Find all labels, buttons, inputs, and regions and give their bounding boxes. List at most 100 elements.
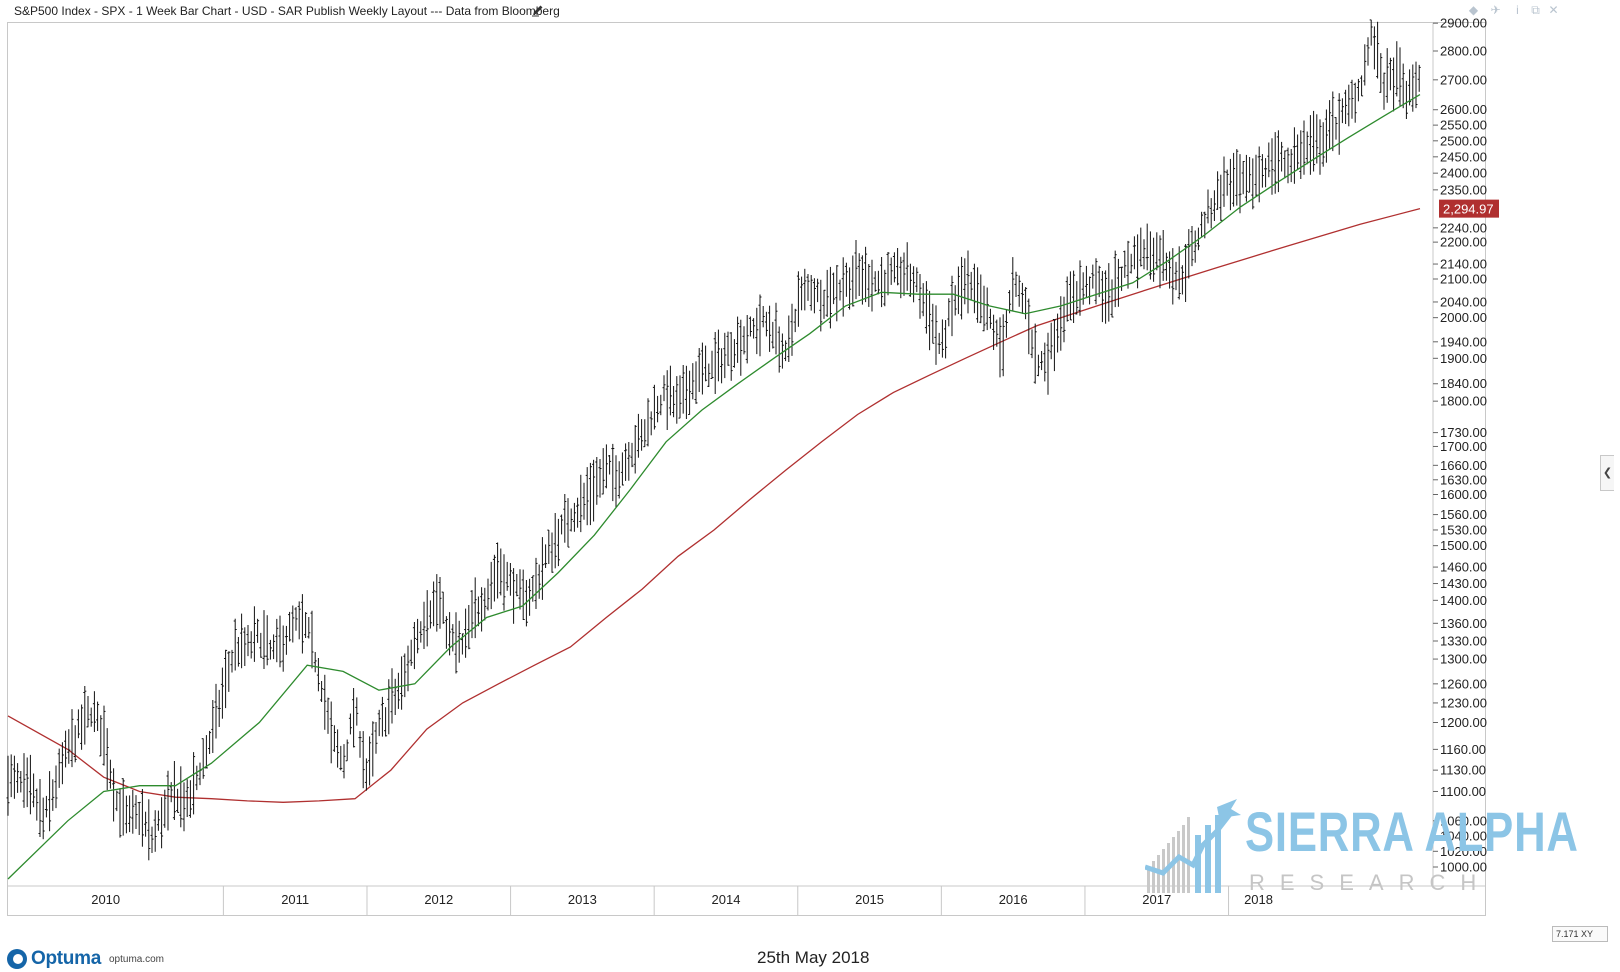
price-bar: [1376, 21, 1380, 79]
price-bar: [1299, 130, 1303, 179]
price-bar: [1401, 63, 1405, 109]
price-bar: [348, 713, 352, 735]
price-bar: [640, 419, 644, 451]
y-tick-label: 1400.00: [1440, 593, 1487, 608]
price-bar: [441, 591, 445, 624]
price-bar: [281, 625, 285, 672]
diamond-icon[interactable]: ◆: [1468, 3, 1479, 17]
price-bar: [678, 375, 682, 419]
price-bar: [1040, 351, 1044, 371]
price-bar: [243, 627, 247, 666]
price-bar: [240, 613, 244, 669]
price-bar: [12, 755, 16, 799]
y-tick-label: 1130.00: [1440, 763, 1486, 778]
collapse-panel-button[interactable]: ❮: [1600, 455, 1614, 491]
price-bar: [844, 262, 848, 297]
price-bar: [1222, 156, 1226, 207]
price-bar: [1312, 110, 1316, 172]
price-bar: [1187, 229, 1191, 279]
price-bar: [1392, 57, 1396, 112]
price-bar: [419, 621, 423, 643]
price-bar: [595, 457, 599, 505]
price-bar: [659, 394, 663, 416]
edit-pencil-icon[interactable]: [531, 3, 545, 17]
price-bar: [35, 788, 39, 821]
price-bar: [707, 363, 711, 387]
price-bar: [489, 561, 493, 610]
price-bar: [1052, 319, 1056, 372]
price-bar: [1145, 223, 1149, 271]
price-bar: [1100, 270, 1104, 323]
price-bar: [777, 326, 781, 373]
price-bar: [976, 267, 980, 323]
price-bar: [195, 765, 199, 791]
price-bar: [1414, 61, 1418, 109]
price-bar: [416, 618, 420, 654]
price-bar: [377, 709, 381, 737]
price-bar: [905, 242, 909, 291]
x-tick-label: 2013: [568, 892, 597, 907]
price-bar: [796, 271, 800, 327]
price-bar: [316, 658, 320, 692]
price-bar: [508, 563, 512, 596]
optuma-brand: Optuma: [31, 948, 101, 969]
price-bar: [1353, 82, 1357, 123]
price-bar: [950, 275, 954, 337]
price-bar: [806, 274, 810, 301]
restore-icon[interactable]: ⧉: [1531, 3, 1540, 17]
info-icon[interactable]: i: [1516, 3, 1519, 17]
price-bar: [713, 332, 717, 394]
optuma-logo[interactable]: Optuma optuma.com: [6, 947, 164, 971]
y-tick-label: 1360.00: [1440, 616, 1487, 631]
price-bar: [70, 709, 74, 768]
price-bar: [1008, 290, 1012, 314]
price-bar: [531, 575, 535, 602]
price-bar: [22, 753, 26, 808]
price-bar: [963, 258, 967, 305]
optuma-site: optuma.com: [108, 953, 165, 965]
price-bar: [1158, 235, 1162, 289]
price-bar: [864, 246, 868, 303]
plot-area[interactable]: [7, 22, 1486, 916]
y-tick-label: 1160.00: [1440, 742, 1486, 757]
price-bar: [1132, 236, 1136, 270]
price-bar: [566, 498, 570, 548]
price-bar: [76, 709, 80, 739]
price-bar: [6, 755, 10, 816]
price-bar: [1190, 226, 1194, 267]
y-tick-label: 1900.00: [1440, 351, 1487, 366]
y-tick-label: 1500.00: [1440, 538, 1487, 553]
price-bar: [1203, 211, 1207, 239]
price-bar: [547, 529, 551, 564]
price-bar: [1235, 149, 1239, 206]
price-bar: [147, 799, 151, 861]
price-bar: [387, 679, 391, 735]
x-tick-label: 2014: [712, 892, 741, 907]
x-tick-label: 2016: [999, 892, 1028, 907]
price-bar: [345, 739, 349, 762]
price-bar: [956, 266, 960, 315]
price-bar: [16, 763, 20, 793]
price-bar: [1408, 69, 1412, 106]
price-bar: [1328, 100, 1332, 150]
price-bar: [880, 257, 884, 308]
xy-readout[interactable]: 7.171 XY: [1552, 926, 1608, 942]
price-bar: [812, 278, 816, 314]
price-bar: [182, 782, 186, 832]
pin-icon[interactable]: ✈: [1490, 3, 1501, 17]
price-bar: [496, 542, 500, 599]
price-bar: [1324, 109, 1328, 163]
price-bar: [790, 303, 794, 356]
x-tick-label: 2012: [424, 892, 453, 907]
price-bar: [800, 276, 804, 311]
price-bar: [422, 601, 426, 649]
price-bar: [691, 363, 695, 400]
price-bar: [435, 574, 439, 632]
close-icon[interactable]: ✕: [1548, 3, 1559, 17]
price-bar: [534, 557, 538, 609]
price-bar: [985, 287, 989, 331]
price-bar: [342, 744, 346, 779]
price-bar: [1264, 158, 1268, 188]
price-bar: [646, 398, 650, 447]
